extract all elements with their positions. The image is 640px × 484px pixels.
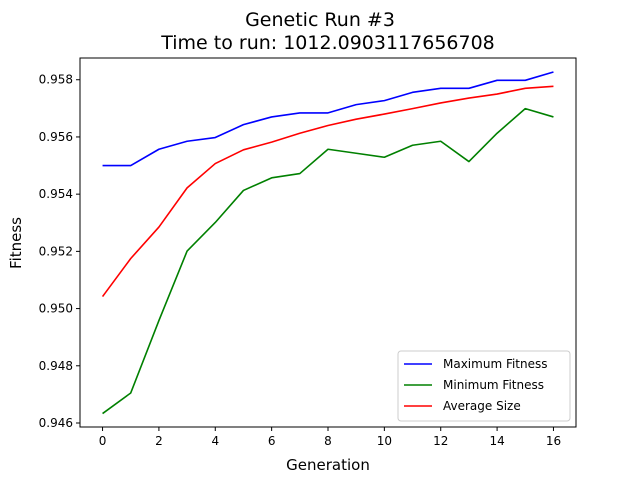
- x-tick-label: 12: [433, 434, 448, 448]
- series-line-maximum-fitness: [102, 71, 554, 167]
- axis-ticks: 0 2 4 6 8 10 12 14 16 0.946 0.948 0.950 0.952 0.954 0.…: [39, 73, 561, 448]
- y-tick-label: 0.958: [39, 73, 73, 87]
- chart-legend: Maximum Fitness Minimum Fitness Average Si…: [397, 350, 571, 422]
- x-tick-label: 8: [324, 434, 332, 448]
- x-tick-label: 0: [99, 434, 107, 448]
- legend-frame: [397, 350, 571, 422]
- y-tick-label: 0.954: [39, 187, 73, 201]
- series-line-average-size: [101, 85, 554, 298]
- legend-label-maximum-fitness: Maximum Fitness: [443, 357, 548, 371]
- chart-title: Genetic Run #3: [245, 9, 395, 31]
- series-line-minimum-fitness: [102, 107, 554, 415]
- y-tick-label: 0.952: [39, 244, 73, 258]
- x-tick-label: 14: [489, 434, 504, 448]
- y-tick-label: 0.956: [39, 130, 73, 144]
- x-tick-label: 16: [546, 434, 561, 448]
- chart-subtitle: Time to run: 1012.0903117656708: [160, 32, 495, 54]
- x-tick-label: 4: [211, 434, 219, 448]
- y-tick-label: 0.946: [39, 416, 73, 430]
- series-lines: [101, 71, 554, 415]
- x-tick-label: 2: [155, 434, 163, 448]
- legend-items: Maximum Fitness Minimum Fitness Average Si…: [404, 357, 548, 413]
- legend-label-minimum-fitness: Minimum Fitness: [443, 378, 544, 392]
- x-tick-label: 10: [377, 434, 392, 448]
- y-tick-label: 0.948: [39, 359, 73, 373]
- y-tick-label: 0.950: [39, 302, 73, 316]
- x-axis-label: Generation: [286, 456, 370, 474]
- legend-label-average-size: Average Size: [443, 399, 521, 413]
- y-axis-label: Fitness: [7, 217, 25, 269]
- x-tick-label: 6: [268, 434, 276, 448]
- plot-area-frame: [79, 57, 577, 428]
